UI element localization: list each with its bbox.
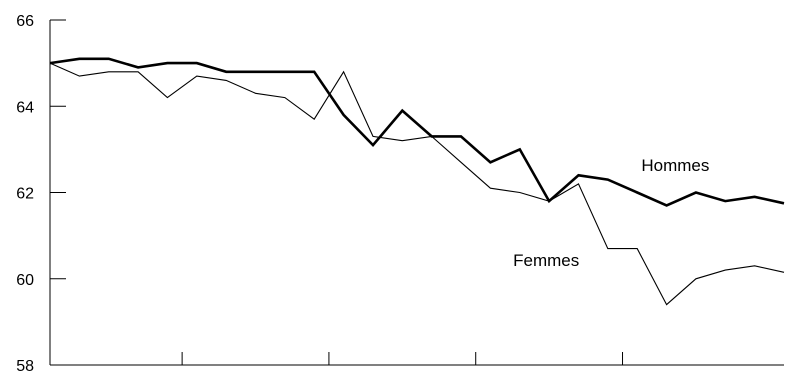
series-lines bbox=[49, 57, 785, 306]
y-tick-label: 60 bbox=[16, 272, 34, 289]
y-tick-label: 58 bbox=[16, 358, 34, 373]
series-line-femmes bbox=[49, 62, 785, 306]
series-line-hommes bbox=[49, 57, 785, 207]
series-label-hommes: Hommes bbox=[641, 156, 709, 175]
series-labels: Hommes Femmes bbox=[513, 156, 709, 270]
ticks: 58 60 62 64 66 bbox=[16, 13, 624, 373]
axes bbox=[49, 20, 784, 366]
y-tick-label: 64 bbox=[16, 99, 34, 116]
y-tick-label: 62 bbox=[16, 186, 34, 203]
y-tick-label: 66 bbox=[16, 13, 34, 30]
series-label-femmes: Femmes bbox=[513, 251, 579, 270]
